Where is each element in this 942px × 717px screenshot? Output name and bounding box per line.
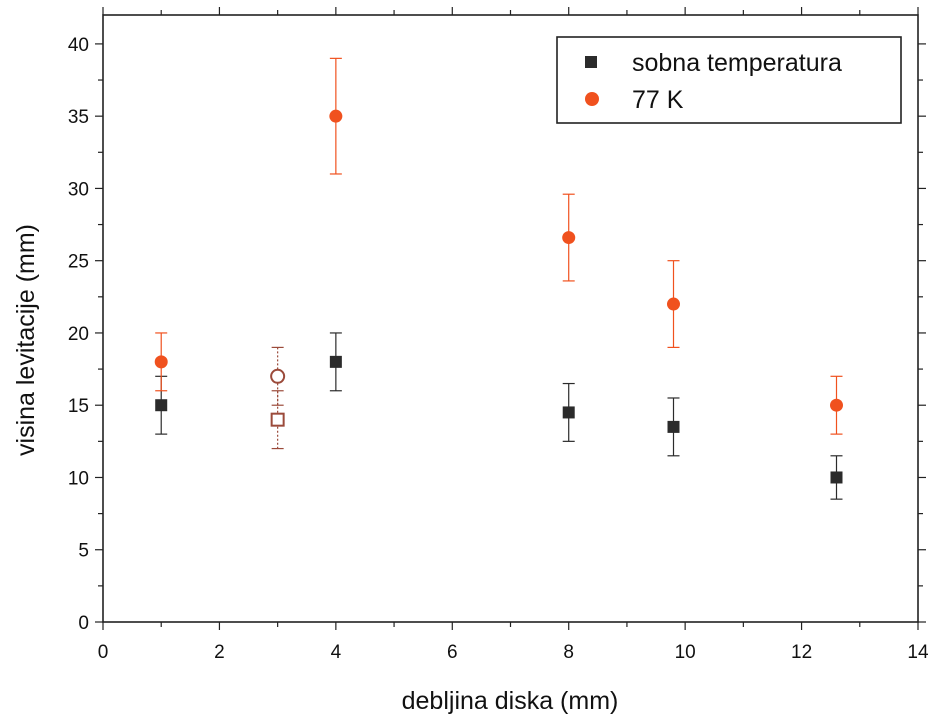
data-point-77-k	[562, 231, 576, 245]
y-axis-title: visina levitacije (mm)	[12, 224, 40, 456]
legend: sobna temperatura 77 K	[556, 36, 902, 124]
y-tick-label: 10	[68, 468, 89, 489]
data-point-sobna-temperatura	[667, 420, 680, 433]
data-point-77-k	[667, 297, 680, 311]
y-tick-label: 5	[78, 541, 89, 562]
x-tick-label: 0	[98, 642, 109, 663]
legend-label-sobna-temperatura: sobna temperatura	[632, 49, 842, 77]
data-point-sobna-temperatura	[830, 471, 843, 484]
x-tick-label: 2	[214, 642, 225, 663]
data-point-77-k	[154, 355, 168, 369]
legend-label-77k: 77 K	[632, 86, 684, 114]
legend-marker-77k	[585, 92, 599, 106]
y-tick-label: 35	[68, 107, 89, 128]
data-point-77-k	[830, 398, 843, 412]
data-points	[154, 109, 843, 484]
data-point-sobna-temperatura	[155, 399, 168, 412]
y-tick-label: 30	[68, 179, 89, 200]
data-point-sobna-temperatura	[270, 412, 285, 427]
x-tick-label: 12	[791, 642, 812, 663]
legend-box	[556, 36, 902, 124]
legend-marker-sobna-temperatura	[585, 56, 597, 68]
x-tick-label: 10	[675, 642, 696, 663]
error-bars	[155, 57, 843, 500]
y-tick-label: 15	[68, 396, 89, 417]
x-tick-label: 14	[907, 642, 929, 663]
x-tick-label: 4	[331, 642, 342, 663]
data-point-77-k	[270, 368, 286, 384]
x-axis-title: debljina diska (mm)	[402, 687, 619, 715]
x-axis-ticks: 0 2 4 6 8 10 12 14	[98, 7, 929, 663]
y-tick-label: 20	[68, 324, 89, 345]
x-tick-label: 6	[447, 642, 458, 663]
y-tick-label: 40	[68, 35, 89, 56]
x-tick-label: 8	[563, 642, 574, 663]
data-point-sobna-temperatura	[562, 406, 575, 419]
y-tick-label: 25	[68, 252, 89, 273]
data-point-77-k	[329, 109, 343, 123]
data-point-sobna-temperatura	[329, 355, 342, 368]
y-axis-ticks: 0 5 10 15 20 25 30 35 40	[68, 35, 926, 634]
y-tick-label: 0	[78, 613, 89, 634]
